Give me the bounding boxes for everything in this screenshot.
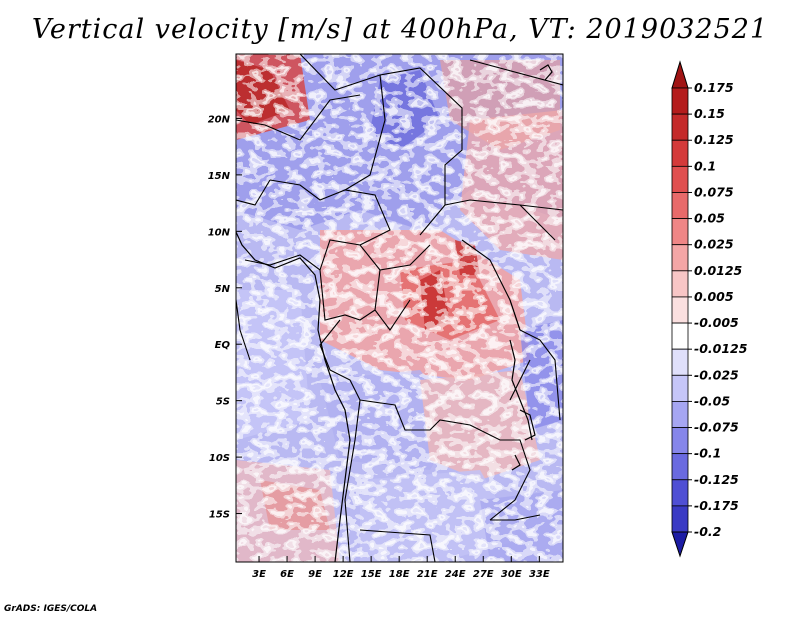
- latitude-axis: 20N 15N 10N 5N EQ 5S 10S 15S: [208, 114, 242, 521]
- colorbar-swatch: [671, 218, 689, 246]
- colorbar-label: 0.1: [694, 158, 716, 173]
- lon-tick-label: 3E: [252, 569, 266, 580]
- lat-tick-label: 20N: [208, 114, 231, 125]
- colorbar: 0.175 0.15 0.125 0.1 0.075 0.05 0.025 0.0125 0.0…: [671, 60, 748, 558]
- lat-tick-label: EQ: [215, 340, 231, 351]
- lon-tick-label: 33E: [529, 569, 550, 580]
- colorbar-label: -0.125: [694, 472, 739, 487]
- colorbar-label: -0.075: [694, 420, 739, 435]
- colorbar-swatch: [671, 113, 689, 141]
- lat-tick-label: 10N: [208, 227, 231, 238]
- lat-tick-label: 15N: [208, 171, 231, 182]
- colorbar-label: -0.175: [694, 498, 739, 513]
- colorbar-swatch: [671, 453, 689, 481]
- colorbar-label: 0.0125: [694, 263, 743, 278]
- lon-tick-label: 21E: [417, 569, 438, 580]
- colorbar-label: -0.2: [694, 524, 721, 539]
- colorbar-label: 0.075: [694, 184, 734, 199]
- lon-tick-label: 30E: [501, 569, 522, 580]
- lat-tick-label: 15S: [209, 510, 230, 521]
- colorbar-label: 0.05: [694, 211, 725, 226]
- lat-tick-label: 5S: [216, 397, 230, 408]
- grads-credit: GrADS: IGES/COLA: [4, 604, 98, 614]
- lon-tick-label: 9E: [308, 569, 322, 580]
- map-title: Vertical velocity [m/s] at 400hPa, VT: 2…: [31, 14, 769, 45]
- colorbar-swatch: [671, 348, 689, 376]
- colorbar-swatch: [671, 322, 689, 350]
- colorbar-label: 0.025: [694, 237, 734, 252]
- colorbar-swatch: [671, 479, 689, 507]
- colorbar-label: -0.025: [694, 367, 739, 382]
- colorbar-label: -0.005: [694, 315, 739, 330]
- colorbar-label: 0.005: [694, 289, 734, 304]
- colorbar-label: 0.15: [694, 106, 725, 121]
- lon-tick-label: 12E: [333, 569, 354, 580]
- colorbar-label: -0.1: [694, 446, 721, 461]
- colorbar-swatch: [671, 192, 689, 219]
- colorbar-swatch: [671, 296, 689, 324]
- colorbar-swatch: [671, 427, 689, 455]
- colorbar-swatch: [671, 505, 689, 533]
- colorbar-swatch: [671, 139, 689, 167]
- country-borders: [236, 54, 563, 562]
- lon-tick-label: 24E: [445, 569, 466, 580]
- colorbar-swatch: [671, 244, 689, 272]
- colorbar-swatch: [671, 270, 689, 298]
- colorbar-swatch: [671, 87, 689, 115]
- colorbar-swatch: [671, 165, 689, 193]
- colorbar-top-arrow: [671, 60, 689, 89]
- lon-tick-label: 27E: [473, 569, 494, 580]
- colorbar-label: 0.175: [694, 80, 734, 95]
- colorbar-label: 0.125: [694, 132, 734, 147]
- colorbar-bottom-arrow: [671, 531, 689, 558]
- colorbar-label: -0.05: [694, 393, 730, 408]
- lat-tick-label: 10S: [209, 453, 230, 464]
- longitude-axis: 3E 6E 9E 12E 15E 18E 21E 24E 27E 30E 33E: [252, 556, 550, 580]
- colorbar-swatch: [671, 401, 689, 428]
- lon-tick-label: 18E: [389, 569, 410, 580]
- colorbar-swatch: [671, 374, 689, 402]
- lon-tick-label: 6E: [280, 569, 294, 580]
- colorbar-label: -0.0125: [694, 341, 748, 356]
- lon-tick-label: 15E: [361, 569, 382, 580]
- coastline: [236, 64, 553, 562]
- lat-tick-label: 5N: [215, 284, 231, 295]
- vertical-velocity-field: [236, 54, 563, 562]
